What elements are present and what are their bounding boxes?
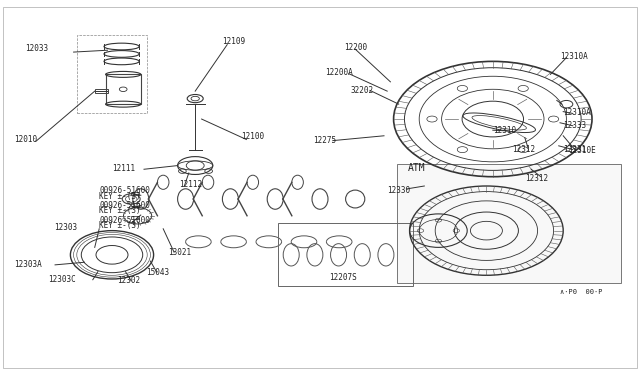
Text: 12033: 12033 xyxy=(26,44,49,53)
Text: 12112: 12112 xyxy=(179,180,202,189)
Text: ∧·P0  00·P: ∧·P0 00·P xyxy=(560,289,602,295)
Bar xyxy=(131,192,139,195)
Text: 00926-51600: 00926-51600 xyxy=(99,216,150,225)
Bar xyxy=(131,216,139,219)
Bar xyxy=(106,74,141,104)
Text: 12207S: 12207S xyxy=(330,273,357,282)
Text: ATM: ATM xyxy=(408,163,426,173)
Bar xyxy=(397,164,621,283)
Text: 12100: 12100 xyxy=(241,132,264,141)
Text: 12275: 12275 xyxy=(314,136,337,145)
Text: 13021: 13021 xyxy=(168,248,191,257)
Text: 12200: 12200 xyxy=(344,43,367,52)
Text: 00926-51600: 00926-51600 xyxy=(99,186,150,195)
Text: 12312: 12312 xyxy=(512,145,535,154)
Text: 12200A: 12200A xyxy=(325,68,353,77)
Text: 12330: 12330 xyxy=(387,186,410,195)
Text: 12333: 12333 xyxy=(563,121,586,130)
Text: 12111: 12111 xyxy=(112,164,135,173)
Text: 12331: 12331 xyxy=(563,145,586,154)
Text: KEY ±-(3): KEY ±-(3) xyxy=(99,206,141,215)
Text: KEY ±-(3): KEY ±-(3) xyxy=(99,192,141,201)
Text: KEY ±-(3): KEY ±-(3) xyxy=(99,221,141,230)
Bar xyxy=(278,223,413,286)
Bar xyxy=(95,89,108,93)
Bar xyxy=(77,35,147,113)
Text: 12310E: 12310E xyxy=(568,146,595,155)
Text: 12303A: 12303A xyxy=(14,260,42,269)
Text: 12303: 12303 xyxy=(54,223,77,232)
Text: 12310A: 12310A xyxy=(563,108,591,117)
Text: 12109: 12109 xyxy=(222,37,245,46)
Text: 00926-51600: 00926-51600 xyxy=(99,201,150,210)
Text: 12312: 12312 xyxy=(525,174,548,183)
Text: 12310: 12310 xyxy=(493,126,516,135)
Bar xyxy=(131,203,139,206)
Text: 12310A: 12310A xyxy=(560,52,588,61)
Text: 32202: 32202 xyxy=(351,86,374,94)
Text: 12010: 12010 xyxy=(14,135,37,144)
Text: 15043: 15043 xyxy=(146,268,169,277)
Text: 12303C: 12303C xyxy=(48,275,76,284)
Text: 12302: 12302 xyxy=(117,276,140,285)
